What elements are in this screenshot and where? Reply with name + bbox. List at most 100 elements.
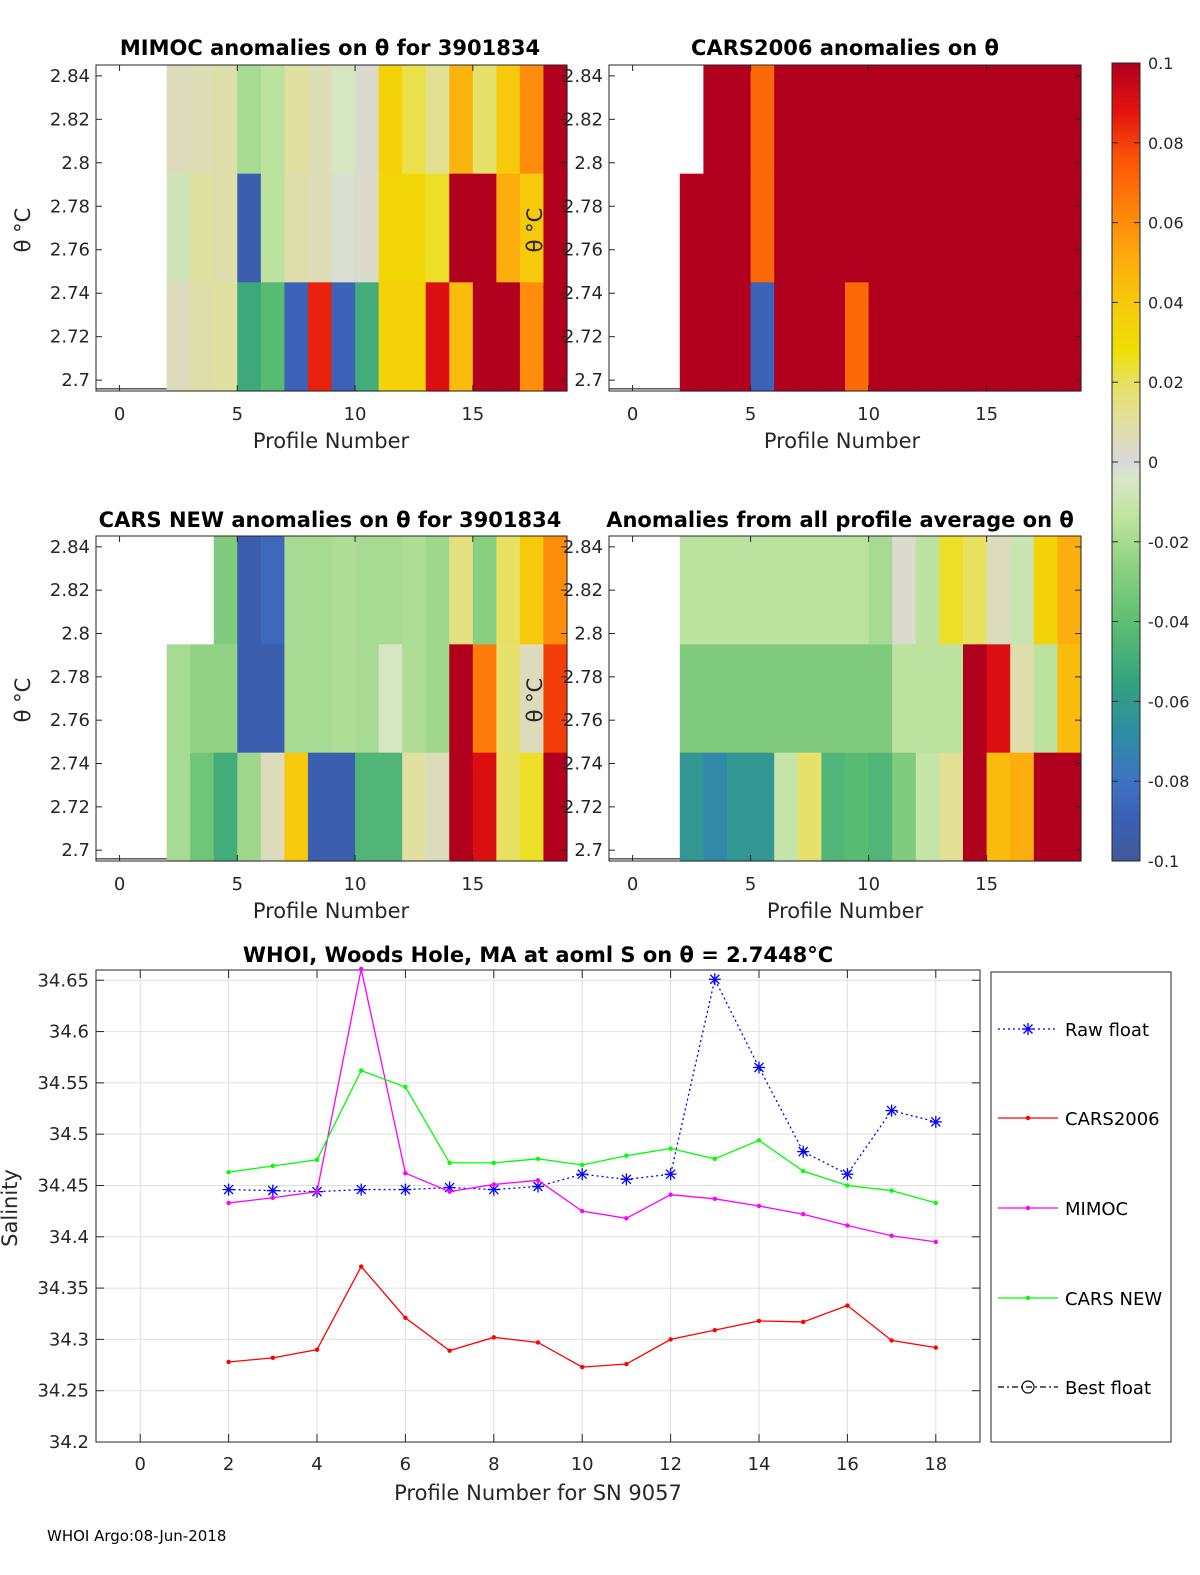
heatmap-cell <box>868 65 893 175</box>
heatmap-cell <box>260 644 285 754</box>
xtick-label: 10 <box>344 874 367 895</box>
colorbar-tick-label: -0.1 <box>1148 852 1179 871</box>
panel4-xlabel: Profile Number <box>767 899 924 923</box>
heatmap-cell <box>260 282 285 392</box>
xtick-label: 15 <box>975 404 998 425</box>
heatmap-cell <box>449 65 474 175</box>
heatmap-cell <box>939 536 964 645</box>
xtick-label: 6 <box>400 1454 411 1475</box>
xtick-label: 15 <box>461 404 484 425</box>
heatmap-cell <box>963 282 988 392</box>
heatmap-cell <box>915 752 940 862</box>
heatmap-cell <box>986 173 1011 283</box>
heatmap-cell <box>331 173 356 283</box>
legend-label: CARS2006 <box>1065 1109 1160 1130</box>
line-chart-title: WHOI, Woods Hole, MA at aoml S on θ = 2.… <box>243 943 833 967</box>
heatmap-cell <box>519 644 545 754</box>
heatmap-cell <box>1033 173 1058 283</box>
data-point <box>889 1233 894 1238</box>
data-point <box>359 1068 364 1073</box>
heatmap-cell <box>963 173 988 283</box>
heatmap-cell <box>797 644 822 754</box>
heatmap-cell <box>519 282 545 392</box>
xtick-label: 10 <box>857 404 880 425</box>
colorbar-tick-label: -0.08 <box>1148 772 1189 791</box>
panel4-title: Anomalies from all profile average on θ <box>606 508 1074 532</box>
xtick-label: 0 <box>114 874 125 895</box>
data-point <box>226 1359 231 1365</box>
heatmap-cell <box>425 173 450 283</box>
xtick-label: 0 <box>114 404 125 425</box>
ytick-label: 2.8 <box>574 153 603 174</box>
heatmap-cell <box>260 536 285 645</box>
ytick-label: 34.6 <box>49 1022 89 1043</box>
colorbar-tick-label: 0.06 <box>1148 214 1184 233</box>
data-point <box>491 1335 496 1340</box>
legend-marker <box>1025 1295 1031 1301</box>
panel1-xlabel: Profile Number <box>253 429 410 453</box>
heatmap-cell <box>703 536 728 645</box>
heatmap-cell <box>402 65 427 175</box>
heatmap-cell <box>703 173 728 283</box>
panel2-ylabel: θ °C <box>523 208 547 253</box>
data-point <box>355 1183 368 1196</box>
heatmap-cell <box>284 752 309 862</box>
ytick-label: 2.84 <box>50 537 90 558</box>
data-point <box>664 1168 677 1181</box>
legend: Raw float CARS2006 MIMOC CARS NEW Best float <box>998 1020 1162 1399</box>
heatmap-cell <box>845 282 870 392</box>
heatmap-cell <box>821 65 846 175</box>
data-point <box>580 1208 585 1214</box>
heatmap-cell <box>939 752 964 862</box>
legend-label: CARS NEW <box>1065 1289 1162 1310</box>
heatmap-cell <box>166 644 191 754</box>
heatmap-cell <box>307 536 333 645</box>
heatmap-cell <box>774 752 799 862</box>
data-point <box>929 1115 942 1128</box>
ytick-label: 34.4 <box>49 1227 89 1248</box>
heatmap-cell <box>449 644 474 754</box>
data-point-stroke <box>488 1184 499 1195</box>
heatmap-cell <box>260 65 285 175</box>
heatmap-cell <box>237 644 262 754</box>
ytick-label: 34.35 <box>37 1278 89 1299</box>
heatmap-cell <box>190 173 215 283</box>
heatmap-cell <box>472 282 497 392</box>
data-point <box>226 1169 231 1175</box>
heatmap-cell <box>284 536 309 645</box>
heatmap-cell <box>797 173 822 283</box>
heatmap-cell <box>915 536 940 645</box>
colorbar-tick-label: 0.1 <box>1148 54 1173 73</box>
panel3-title: CARS NEW anomalies on θ for 3901834 <box>99 508 562 532</box>
heatmap-cell <box>190 282 215 392</box>
ytick-label: 34.3 <box>49 1329 89 1350</box>
ytick-label: 2.7 <box>61 370 90 391</box>
heatmap-cell <box>166 752 191 862</box>
data-point <box>885 1104 898 1117</box>
heatmap-cell <box>284 282 309 392</box>
data-point <box>447 1348 452 1353</box>
ytick-label: 34.2 <box>49 1432 89 1453</box>
ytick-label: 2.82 <box>563 109 603 130</box>
legend-label: MIMOC <box>1065 1199 1128 1220</box>
xtick-label: 5 <box>232 874 243 895</box>
data-point-stroke <box>798 1146 809 1157</box>
heatmap-cell <box>402 282 427 392</box>
xtick-label: 18 <box>924 1454 947 1475</box>
data-point-stroke <box>886 1105 897 1116</box>
heatmap-cell <box>727 173 752 283</box>
ytick-label: 2.72 <box>563 797 603 818</box>
heatmap-cell <box>1033 644 1058 754</box>
heatmap-cell <box>496 536 521 645</box>
heatmap-cell <box>1033 282 1058 392</box>
heatmap-cell <box>774 644 799 754</box>
heatmap-cell <box>237 752 262 862</box>
heatmap-cell <box>237 173 262 283</box>
ytick-label: 34.5 <box>49 1124 89 1145</box>
heatmap-cell <box>915 65 940 175</box>
data-point <box>576 1168 589 1181</box>
heatmap-cell <box>425 752 450 862</box>
heatmap-cell <box>213 644 238 754</box>
colorbar-tick-label: 0.04 <box>1148 293 1184 312</box>
data-point <box>933 1200 938 1206</box>
